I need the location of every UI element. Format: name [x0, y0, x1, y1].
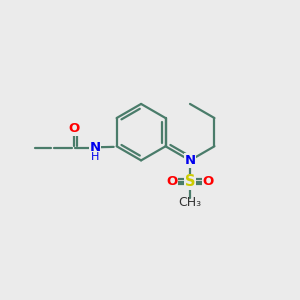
Text: O: O — [68, 122, 80, 135]
Text: S: S — [185, 174, 195, 189]
Text: O: O — [167, 175, 178, 188]
Text: N: N — [184, 154, 196, 167]
Text: CH₃: CH₃ — [178, 196, 202, 209]
Text: H: H — [91, 152, 99, 162]
Text: O: O — [202, 175, 213, 188]
Text: N: N — [90, 141, 101, 154]
